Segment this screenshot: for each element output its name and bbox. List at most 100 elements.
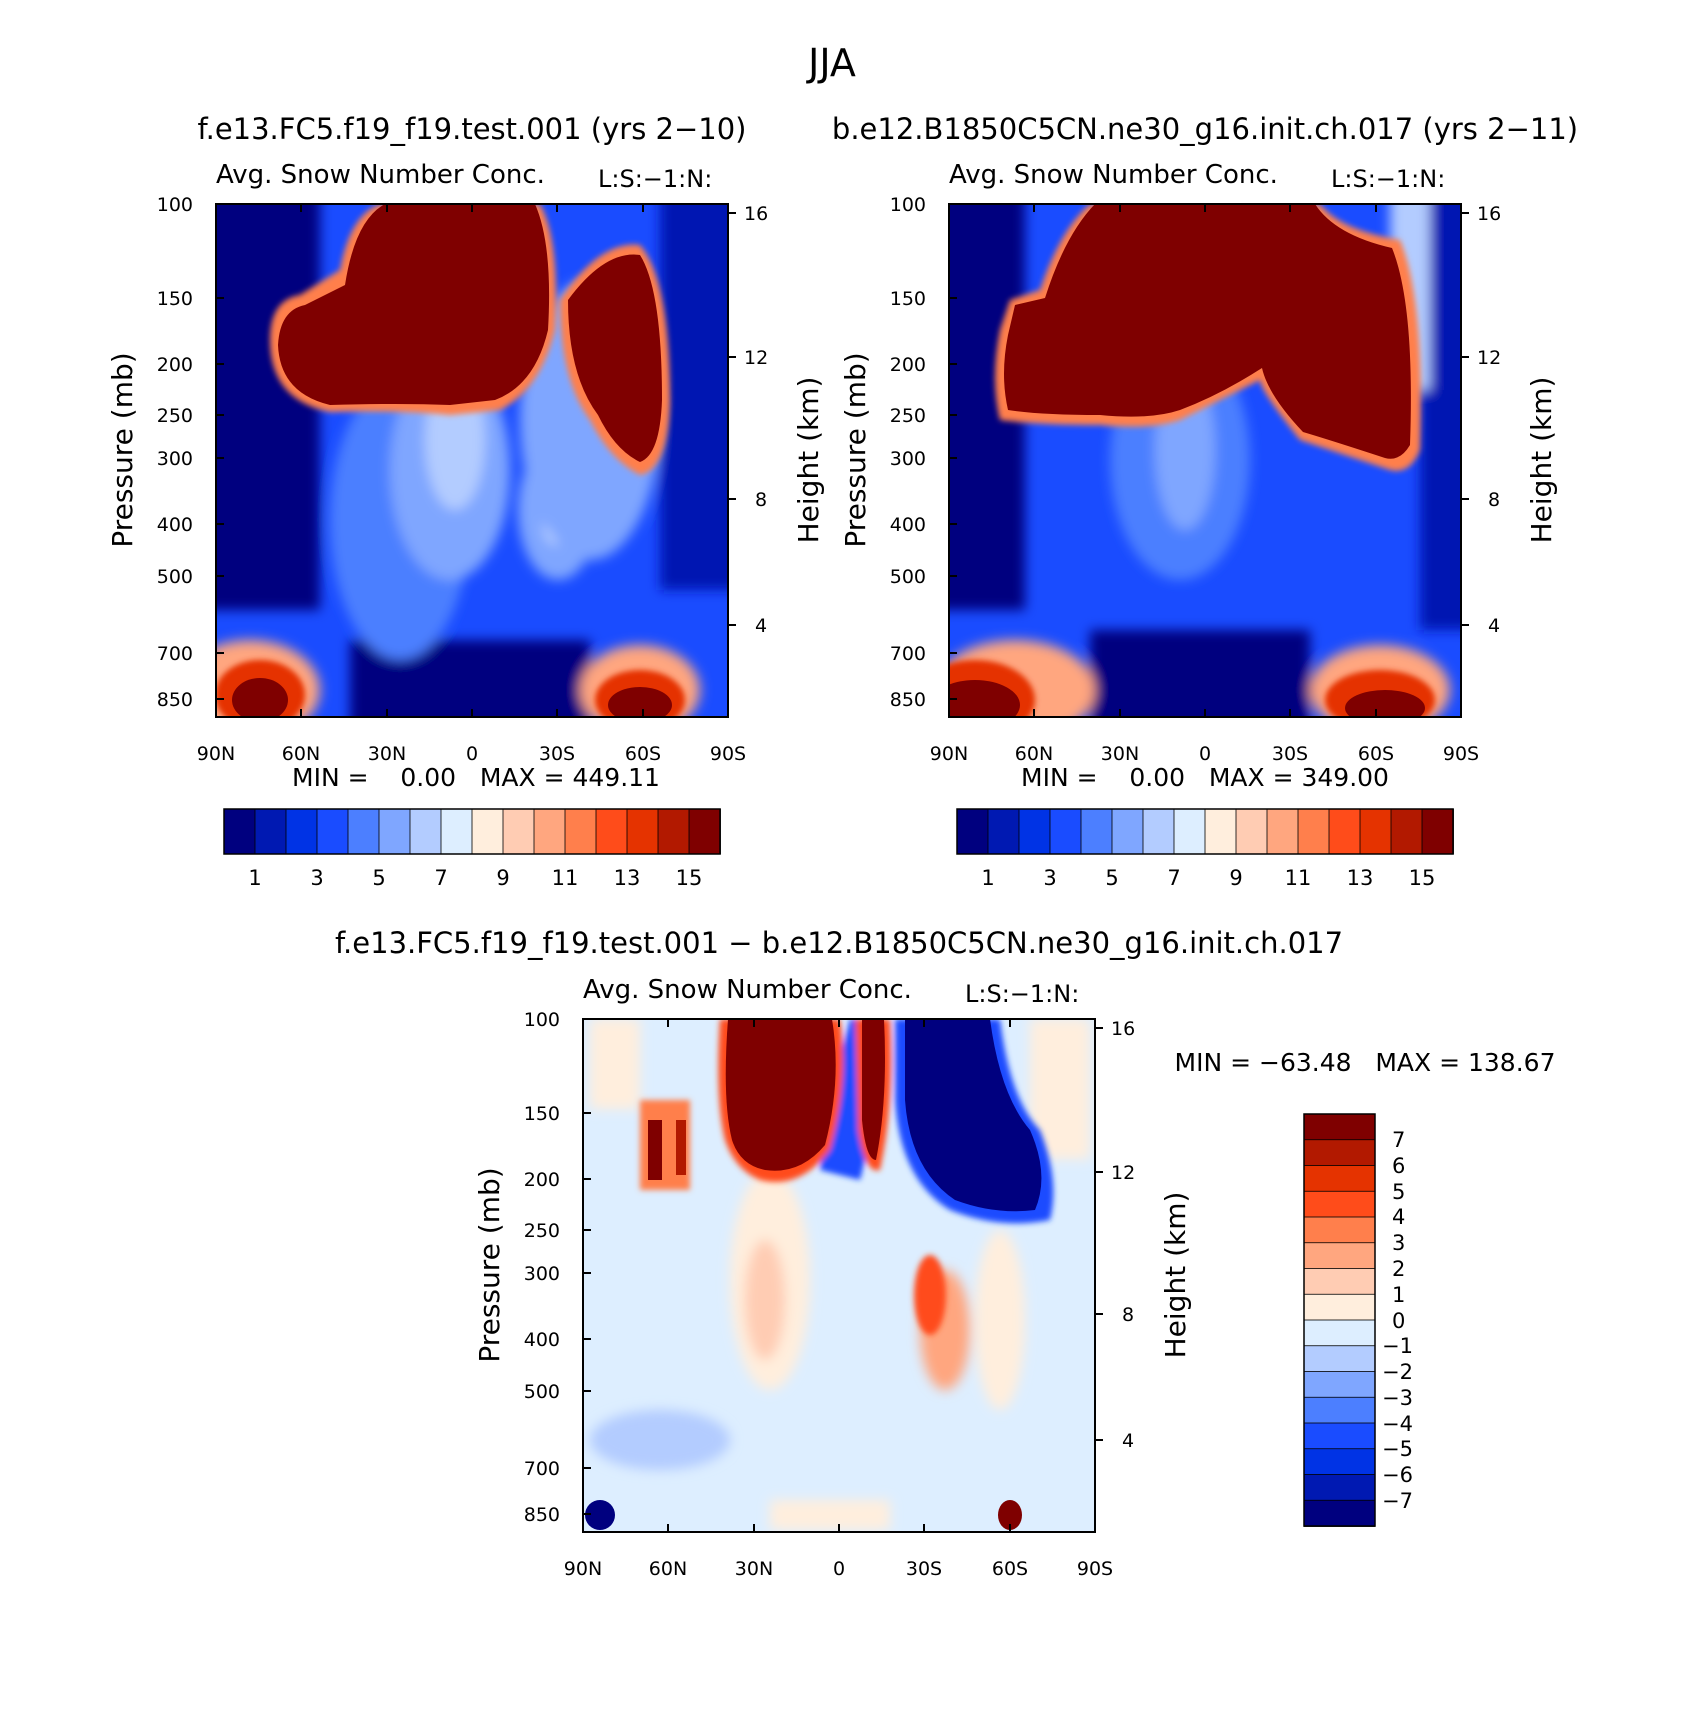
colorbar-label: 0 (1392, 1309, 1405, 1333)
season-title: JJA (806, 41, 856, 85)
panel-case2-y-right-tick-labels: 16 12 8 4 (1477, 203, 1501, 637)
colorbar-label: 3 (1043, 866, 1056, 890)
colorbar-swatch (409, 808, 442, 855)
x-tick-label: 90N (197, 743, 235, 765)
y-tick-label: 500 (157, 566, 193, 588)
x-tick-label: 30N (1101, 743, 1139, 765)
y-tick-label: 100 (890, 194, 926, 216)
colorbar-label: 7 (434, 866, 447, 890)
panel-diff-ylabel: Pressure (mb) (473, 1167, 506, 1362)
panel-case1-colorbar: 1 3 5 7 9 11 13 15 (223, 808, 721, 890)
colorbar-labels: 1 3 5 7 9 11 13 15 (981, 866, 1435, 890)
colorbar-label: −2 (1382, 1360, 1413, 1384)
colorbar-swatches (1303, 1113, 1376, 1527)
y-tick-label: 400 (524, 1329, 560, 1351)
colorbar-labels: 1 3 5 7 9 11 13 15 (248, 866, 702, 890)
colorbar-swatch (440, 808, 473, 855)
panel-diff-ticks (582, 1018, 1103, 1532)
colorbar-swatch (1049, 808, 1082, 855)
colorbar-swatch (1303, 1139, 1376, 1167)
x-tick-label: 90N (564, 1558, 602, 1580)
colorbar-frame (956, 808, 1454, 855)
colorbar-label: 4 (1392, 1205, 1405, 1229)
x-tick-label: 90N (930, 743, 968, 765)
y-tick-label: 400 (890, 514, 926, 536)
panel-case2: Avg. Snow Number Conc. L:S:−1:N: (839, 160, 1558, 890)
x-tick-label: 0 (466, 743, 478, 765)
colorbar-swatch (1303, 1113, 1376, 1141)
y-right-tick-label: 8 (1488, 489, 1500, 511)
colorbar-label: 11 (1285, 866, 1312, 890)
colorbar-label: 15 (676, 866, 703, 890)
panel-case2-ylabel: Pressure (mb) (839, 352, 872, 547)
case1-title: f.e13.FC5.f19_f19.test.001 (yrs 2−10) (198, 112, 747, 146)
panel-diff-field (583, 1019, 1095, 1532)
colorbar-swatch (1297, 808, 1330, 855)
colorbar-swatch (1303, 1422, 1376, 1450)
y-tick-label: 250 (524, 1220, 560, 1242)
panel-case1: Avg. Snow Number Conc. L:S:−1:N: (106, 160, 825, 890)
x-tick-label: 30S (1272, 743, 1308, 765)
panel-diff-var-title: Avg. Snow Number Conc. (583, 975, 912, 1005)
colorbar-swatch (1173, 808, 1206, 855)
y-tick-label: 200 (890, 354, 926, 376)
colorbar-label: 5 (1105, 866, 1118, 890)
y-tick-label: 250 (890, 405, 926, 427)
panel-case2-ticks (948, 203, 1469, 717)
y-tick-label: 100 (157, 194, 193, 216)
panel-case1-stats: MIN = 0.00 MAX = 449.11 (292, 763, 660, 792)
colorbar-swatch (564, 808, 597, 855)
colorbar-label: −1 (1382, 1334, 1413, 1358)
x-tick-label: 90S (1443, 743, 1479, 765)
colorbar-swatch (502, 808, 535, 855)
y-tick-label: 300 (157, 448, 193, 470)
colorbar-swatch (1421, 808, 1454, 855)
y-right-tick-label: 8 (755, 489, 767, 511)
diff-title: f.e13.FC5.f19_f19.test.001 − b.e12.B1850… (335, 926, 1343, 960)
panel-case1-field (216, 204, 728, 717)
colorbar-swatch (1359, 808, 1392, 855)
colorbar-label: −6 (1382, 1463, 1413, 1487)
colorbar-swatch (378, 808, 411, 855)
colorbar-label: 9 (496, 866, 509, 890)
panel-case2-x-tick-labels: 90N 60N 30N 0 30S 60S 90S (930, 743, 1479, 765)
x-tick-label: 90S (1077, 1558, 1113, 1580)
colorbar-frame (1303, 1113, 1376, 1527)
colorbar-label: 1 (248, 866, 261, 890)
x-tick-label: 60S (625, 743, 661, 765)
colorbar-swatch (1303, 1345, 1376, 1373)
panel-case1-x-tick-labels: 90N 60N 30N 0 30S 60S 90S (197, 743, 746, 765)
colorbar-swatch (471, 808, 504, 855)
panel-case1-y-tick-labels: 100 150 200 250 300 400 500 700 850 (157, 194, 193, 711)
y-tick-label: 850 (524, 1504, 560, 1526)
colorbar-swatch (1303, 1293, 1376, 1321)
colorbar-swatch (1303, 1319, 1376, 1347)
colorbar-label: 3 (310, 866, 323, 890)
x-tick-label: 30S (906, 1558, 942, 1580)
x-tick-label: 30N (368, 743, 406, 765)
y-tick-label: 500 (524, 1381, 560, 1403)
colorbar-swatch (1303, 1165, 1376, 1193)
y-right-tick-label: 4 (755, 615, 767, 637)
panel-diff-stats: MIN = −63.48 MAX = 138.67 (1175, 1048, 1556, 1077)
x-tick-label: 0 (1199, 743, 1211, 765)
colorbar-labels: 7 6 5 4 3 2 1 0 −1 −2 −3 −4 −5 −6 −7 (1382, 1128, 1413, 1513)
colorbar-swatch (254, 808, 287, 855)
colorbar-swatch (1328, 808, 1361, 855)
colorbar-swatch (1235, 808, 1268, 855)
x-tick-label: 60N (649, 1558, 687, 1580)
colorbar-swatch (1303, 1474, 1376, 1502)
y-tick-label: 200 (524, 1169, 560, 1191)
panel-case2-colorbar: 1 3 5 7 9 11 13 15 (956, 808, 1454, 890)
panel-diff-ylabel-right: Height (km) (1159, 1192, 1192, 1359)
case2-title: b.e12.B1850C5CN.ne30_g16.init.ch.017 (yr… (832, 112, 1578, 146)
panel-case2-level-tag: L:S:−1:N: (1331, 165, 1445, 193)
panel-diff-colorbar: 7 6 5 4 3 2 1 0 −1 −2 −3 −4 −5 −6 −7 (1303, 1113, 1413, 1527)
panel-case2-y-tick-labels: 100 150 200 250 300 400 500 700 850 (890, 194, 926, 711)
y-tick-label: 850 (157, 689, 193, 711)
y-tick-label: 100 (524, 1009, 560, 1031)
y-right-tick-label: 12 (1111, 1162, 1135, 1184)
colorbar-swatch (316, 808, 349, 855)
colorbar-swatch (626, 808, 659, 855)
